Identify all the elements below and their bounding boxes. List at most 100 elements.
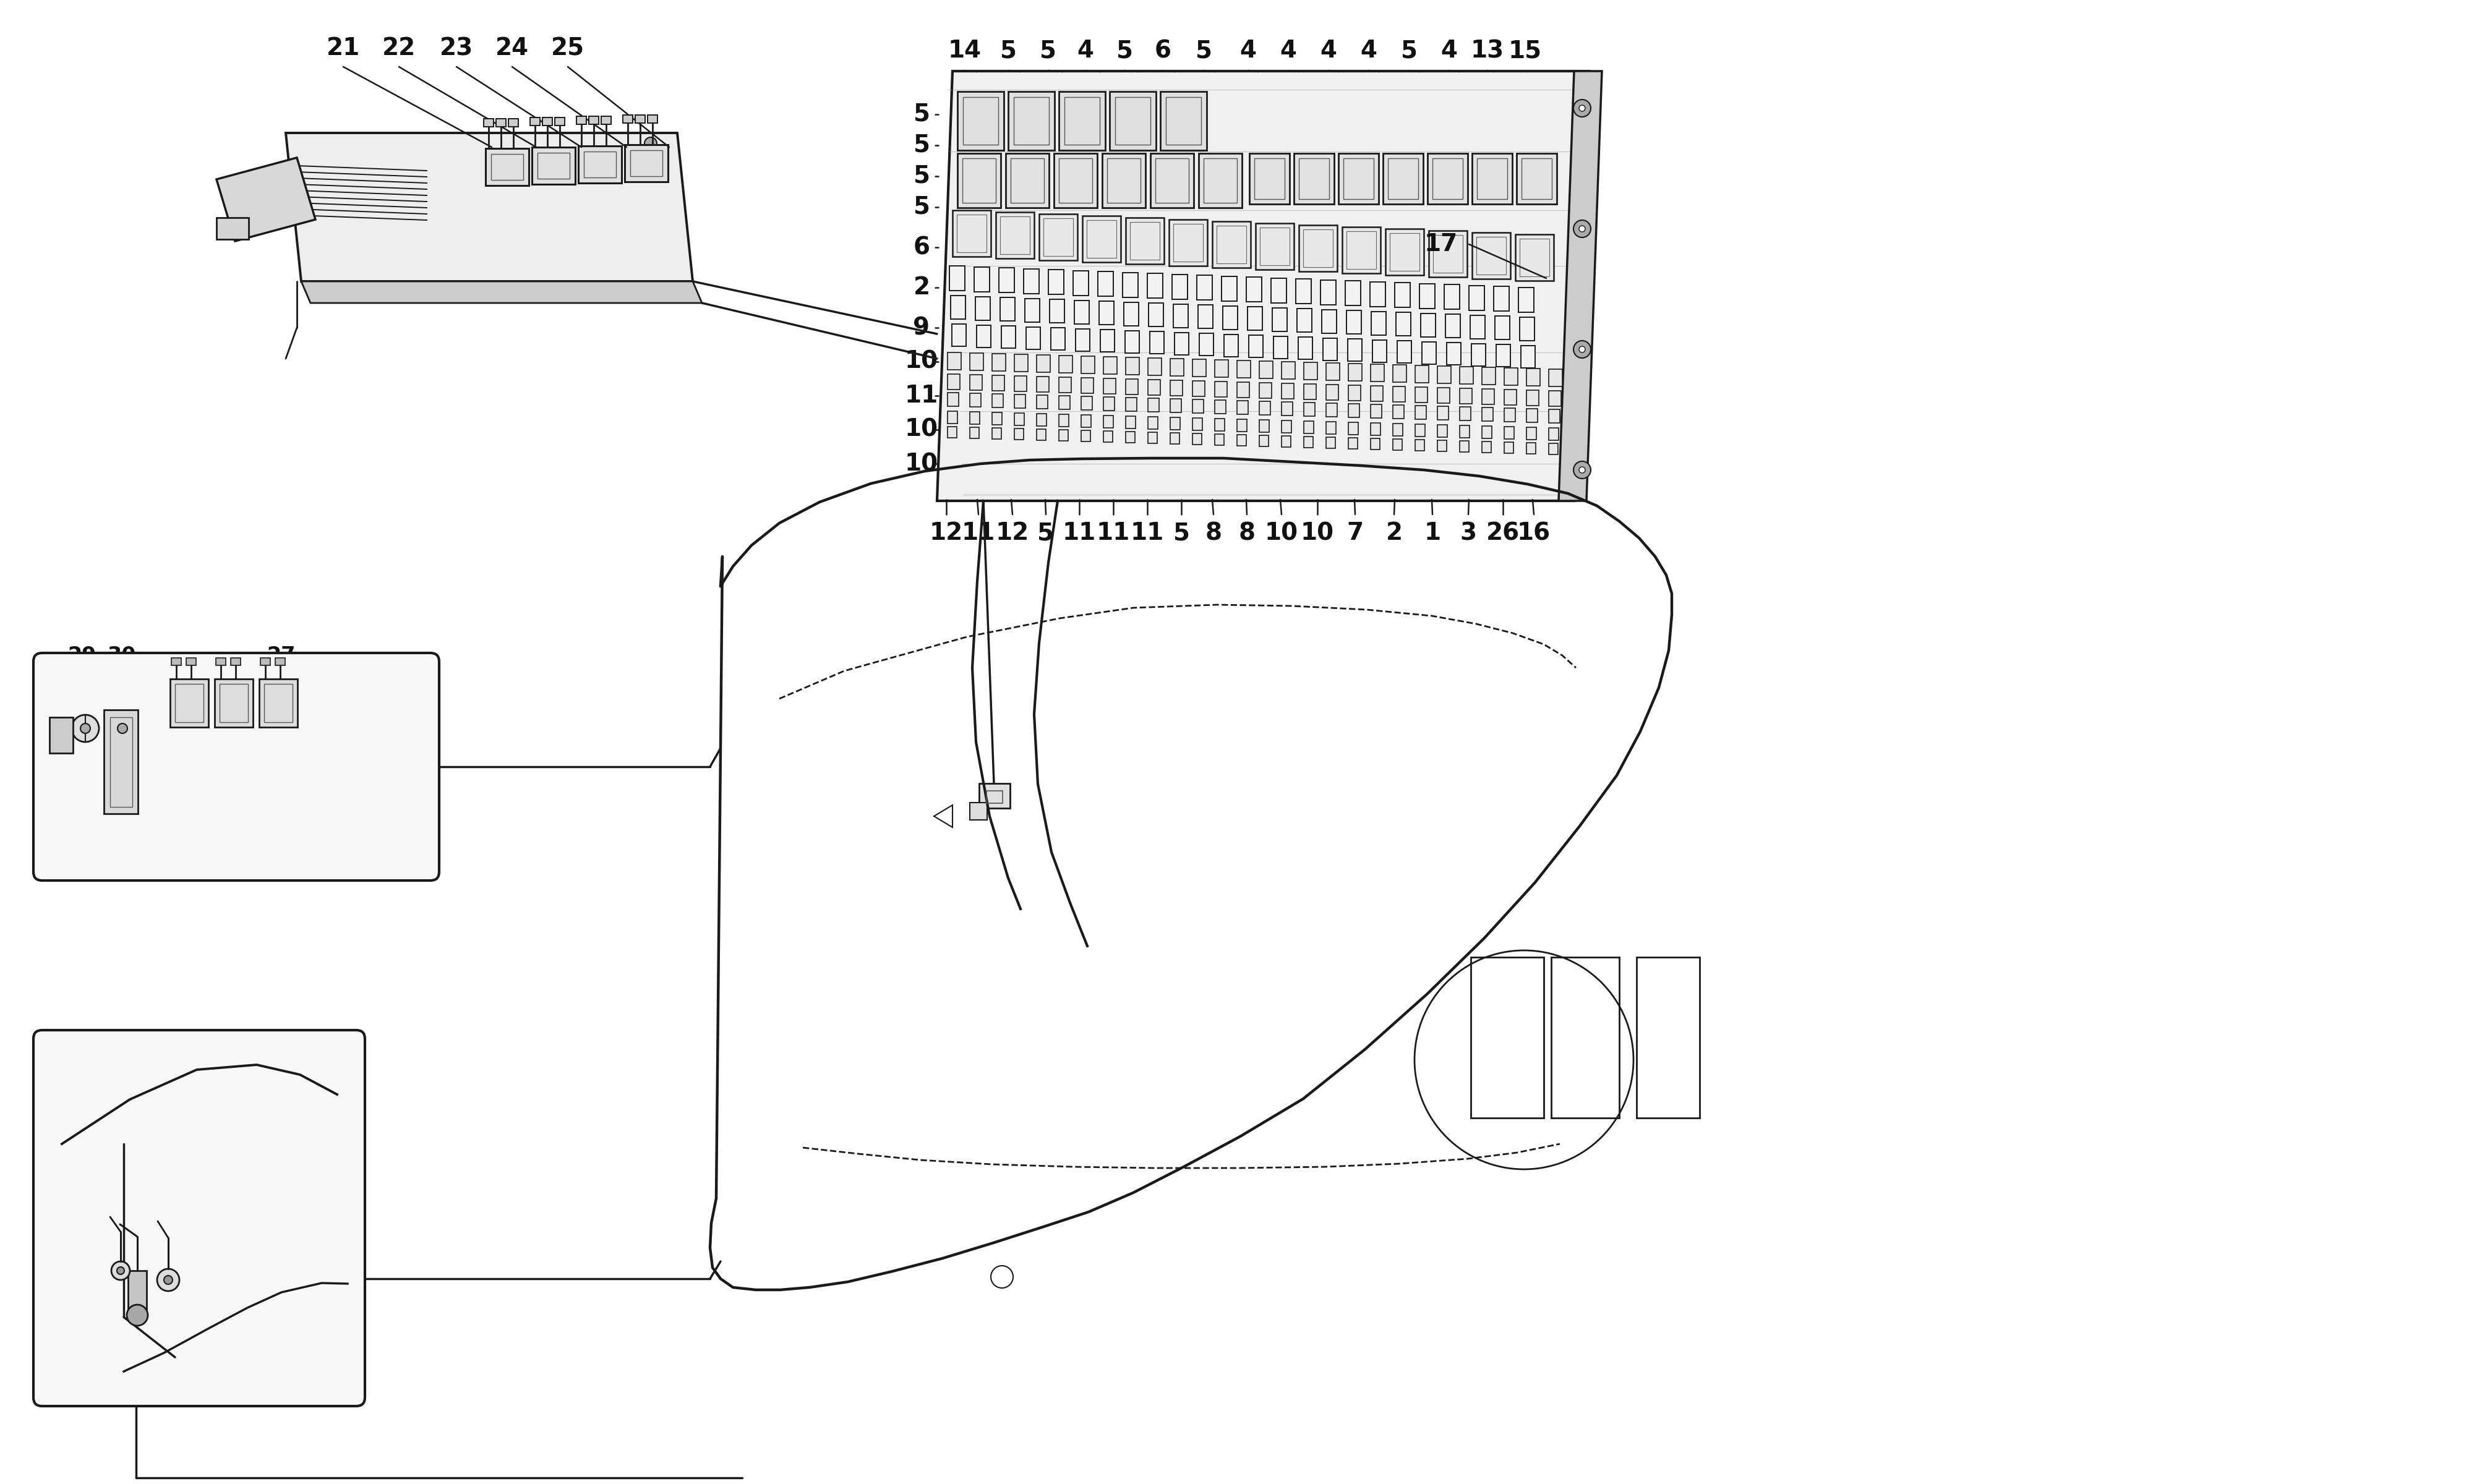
Bar: [1346, 232, 1376, 269]
Bar: [950, 266, 965, 291]
Bar: [1076, 328, 1089, 350]
Bar: [1497, 344, 1509, 367]
Bar: [1059, 92, 1106, 150]
Bar: [1126, 398, 1138, 411]
Bar: [992, 393, 1004, 408]
Bar: [1494, 316, 1509, 340]
Bar: [1482, 426, 1492, 438]
Bar: [1014, 429, 1024, 439]
Bar: [1526, 427, 1536, 439]
Bar: [1437, 407, 1450, 420]
Circle shape: [1578, 226, 1586, 232]
Text: 4: 4: [1361, 39, 1378, 62]
Bar: [1215, 418, 1225, 430]
Bar: [1324, 338, 1336, 361]
Text: 2: 2: [1385, 521, 1403, 545]
Bar: [948, 411, 957, 423]
Bar: [1272, 307, 1286, 331]
Bar: [992, 353, 1004, 371]
Bar: [1012, 159, 1044, 203]
Bar: [1393, 439, 1403, 450]
Circle shape: [116, 1267, 124, 1275]
Bar: [1103, 396, 1113, 411]
Bar: [1197, 304, 1212, 328]
Bar: [532, 147, 574, 184]
Bar: [1103, 153, 1145, 208]
Polygon shape: [218, 157, 317, 240]
Bar: [1321, 280, 1336, 304]
Bar: [1326, 384, 1338, 401]
Bar: [1504, 389, 1517, 405]
Bar: [1237, 381, 1249, 398]
Bar: [1222, 306, 1237, 329]
Bar: [970, 374, 982, 390]
Bar: [1037, 429, 1047, 441]
Bar: [1321, 310, 1336, 332]
Bar: [215, 680, 252, 727]
Text: 5: 5: [999, 39, 1017, 62]
Bar: [1437, 367, 1450, 383]
Bar: [1549, 444, 1559, 454]
Text: 21: 21: [327, 37, 361, 59]
Bar: [1037, 355, 1049, 372]
Bar: [1103, 378, 1116, 393]
Bar: [970, 411, 980, 424]
Bar: [485, 148, 529, 186]
Bar: [1274, 335, 1286, 358]
Circle shape: [1578, 346, 1586, 352]
Bar: [1415, 387, 1427, 402]
FancyBboxPatch shape: [35, 653, 440, 880]
Bar: [1326, 404, 1336, 417]
Bar: [1148, 380, 1160, 395]
Bar: [1432, 159, 1462, 199]
Text: 2: 2: [913, 276, 930, 300]
Bar: [957, 215, 987, 252]
Bar: [1059, 414, 1069, 427]
Bar: [970, 803, 987, 819]
Bar: [1081, 430, 1091, 442]
Bar: [1059, 159, 1094, 203]
Bar: [1526, 368, 1539, 386]
Bar: [1348, 364, 1361, 381]
Bar: [1522, 159, 1551, 199]
Bar: [1259, 420, 1269, 432]
Bar: [948, 393, 960, 407]
Bar: [1304, 362, 1316, 380]
Bar: [1215, 381, 1227, 396]
Bar: [1304, 384, 1316, 399]
Text: 1: 1: [1425, 521, 1440, 545]
Text: 5: 5: [913, 102, 930, 126]
Bar: [1482, 408, 1494, 421]
Bar: [1282, 383, 1294, 399]
Bar: [1131, 223, 1160, 260]
Bar: [1519, 288, 1534, 312]
Circle shape: [72, 715, 99, 742]
Circle shape: [109, 715, 136, 742]
Text: 22: 22: [381, 37, 416, 59]
Bar: [1148, 432, 1158, 444]
Bar: [1165, 96, 1202, 144]
Bar: [992, 427, 1002, 439]
Bar: [1024, 269, 1039, 294]
Bar: [186, 657, 195, 665]
Bar: [950, 295, 965, 319]
Bar: [1173, 224, 1202, 261]
Text: 4: 4: [1076, 39, 1094, 62]
Bar: [957, 153, 999, 208]
Text: 10: 10: [905, 453, 938, 475]
Bar: [1192, 381, 1205, 396]
Bar: [1371, 386, 1383, 401]
Bar: [1371, 438, 1380, 450]
Bar: [1054, 153, 1098, 208]
Bar: [975, 267, 990, 291]
Bar: [1160, 92, 1207, 150]
Bar: [1398, 341, 1410, 364]
Circle shape: [1573, 462, 1591, 478]
Text: 4: 4: [1321, 39, 1336, 62]
Bar: [1343, 159, 1373, 199]
Bar: [1173, 275, 1188, 298]
Bar: [1170, 433, 1180, 444]
Bar: [1299, 159, 1329, 199]
Bar: [1514, 234, 1554, 280]
Bar: [1470, 315, 1484, 338]
